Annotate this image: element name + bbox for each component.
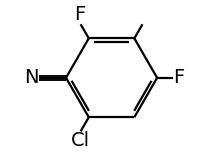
Text: F: F — [74, 5, 85, 24]
Text: Cl: Cl — [71, 131, 90, 150]
Text: N: N — [24, 68, 39, 87]
Text: F: F — [173, 68, 184, 87]
